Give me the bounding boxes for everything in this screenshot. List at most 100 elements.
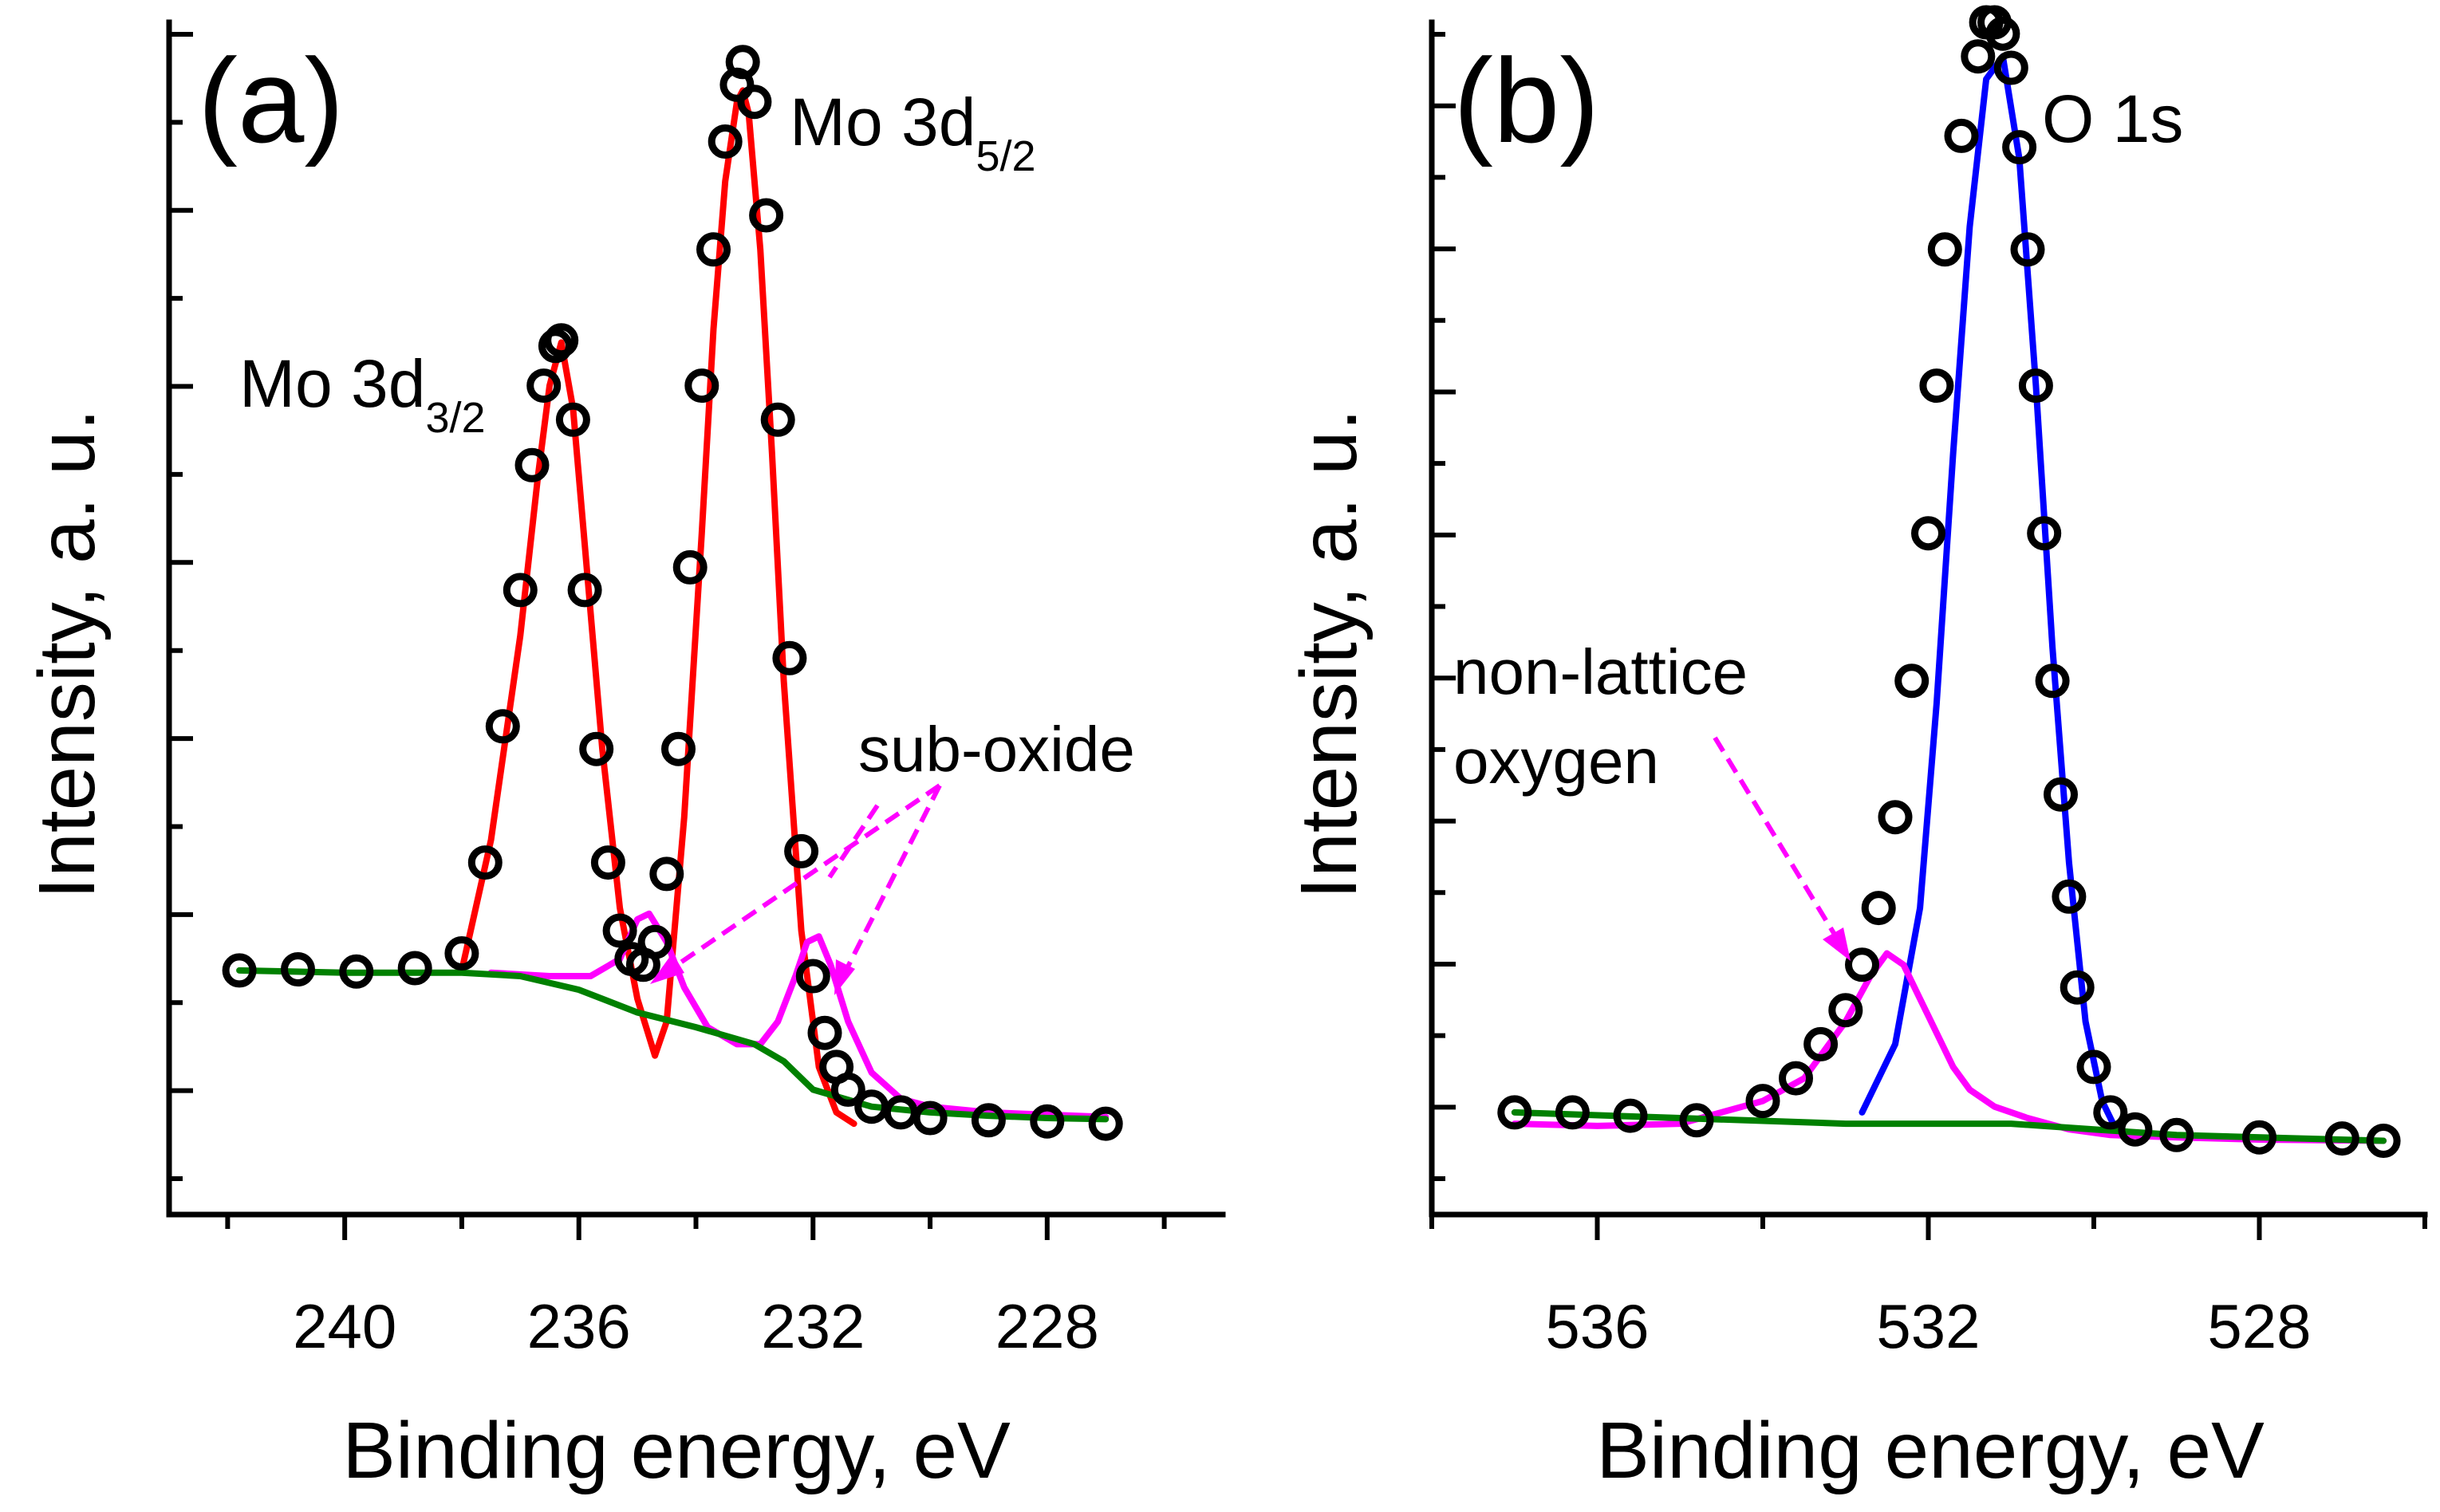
- data-point: [1861, 891, 1896, 926]
- data-point: [1779, 1061, 1813, 1096]
- panel-b-nonlattice-label-line2: oxygen: [1453, 726, 1659, 797]
- nonlattice-arrowhead: [1823, 927, 1851, 961]
- data-point: [1745, 1084, 1780, 1119]
- fit-line-mo-3d-fit: [458, 87, 857, 1128]
- data-point: [1919, 368, 1954, 404]
- data-point: [2027, 516, 2062, 551]
- data-point: [444, 936, 479, 971]
- data-point: [397, 951, 432, 986]
- data-point: [661, 731, 696, 766]
- data-point: [1803, 1026, 1839, 1061]
- data-point: [544, 323, 579, 358]
- peak-label-main: Mo 3d: [239, 346, 425, 421]
- data-point: [1497, 1095, 1532, 1130]
- fit-line-sub-oxide-component: [487, 910, 1110, 1120]
- suboxide-arrowhead-left: [650, 953, 684, 984]
- panel-a-x-tick-label: 228: [995, 1291, 1099, 1361]
- data-point: [708, 124, 743, 159]
- panel-b-nonlattice-arrow: [1713, 736, 1851, 961]
- data-point: [784, 833, 819, 868]
- data-point: [2118, 1112, 2153, 1147]
- panel-b-x-axis-title: Binding energy, eV: [1596, 1406, 2265, 1495]
- data-point: [749, 198, 784, 233]
- data-point: [1845, 947, 1879, 982]
- data-point: [2060, 970, 2095, 1005]
- data-point: [1555, 1095, 1590, 1130]
- data-point: [1828, 993, 1863, 1028]
- data-point: [514, 447, 550, 482]
- data-point: [795, 959, 830, 994]
- panel-a-suboxide-label: sub-oxide: [858, 714, 1135, 785]
- panel-a-x-tick-label: 232: [761, 1291, 865, 1361]
- data-point: [222, 953, 257, 988]
- data-point: [672, 549, 708, 585]
- data-point: [339, 954, 374, 989]
- panel-b-peak-label-o1s: O 1s: [2042, 81, 2183, 156]
- data-point: [1613, 1098, 1648, 1133]
- data-point: [2159, 1117, 2194, 1152]
- data-point: [2018, 368, 2053, 404]
- panel-a-letter: (a): [198, 33, 344, 167]
- data-point: [2044, 777, 2078, 812]
- panel-a-plot-area: [166, 19, 1226, 1240]
- panel-a-data-points: [222, 45, 1123, 1141]
- data-point: [1944, 118, 1979, 153]
- nonlattice-arrow-line: [1713, 736, 1841, 943]
- panel-a-peak-label-mo3d32: Mo 3d3/2: [239, 346, 486, 442]
- data-point: [2076, 1049, 2111, 1085]
- data-point: [830, 1072, 865, 1107]
- fit-line-non-lattice-oxygen-component: [1511, 950, 2387, 1144]
- panel-a-y-ticks: [169, 32, 193, 1181]
- data-point: [1088, 1106, 1123, 1141]
- data-point: [2366, 1124, 2401, 1158]
- panel-b-fit-curves: [1511, 53, 2387, 1144]
- data-point: [1030, 1104, 1065, 1139]
- peak-label-main: Mo 3d: [790, 85, 976, 159]
- data-point: [1878, 800, 1913, 835]
- panel-a-chart: 240 236 232 228 Binding energy, eV Inten…: [22, 19, 1226, 1495]
- data-point: [538, 329, 573, 364]
- data-point: [637, 924, 672, 959]
- data-point: [1927, 232, 1962, 267]
- panel-a-x-tick-label: 240: [293, 1291, 396, 1361]
- suboxide-arrow-extra: [827, 804, 880, 879]
- panel-a-x-tick-labels: 240 236 232 228: [293, 1291, 1099, 1361]
- data-point: [503, 573, 538, 608]
- data-point: [2035, 663, 2070, 699]
- data-point: [526, 368, 562, 404]
- panel-b-data-points: [1497, 5, 2401, 1158]
- panel-b-letter: (b): [1453, 33, 1599, 167]
- panel-a-x-tick-label: 236: [527, 1291, 631, 1361]
- data-point: [772, 640, 807, 675]
- data-point: [696, 232, 731, 267]
- data-point: [567, 573, 602, 608]
- suboxide-arrow-right: [842, 784, 942, 976]
- panel-a-x-ticks: [225, 1215, 1167, 1240]
- panel-b-y-axis-title: Intensity, a. u.: [1284, 408, 1374, 899]
- data-point: [467, 845, 503, 880]
- data-point: [1894, 663, 1930, 699]
- panel-b-chart: 536 532 528 Binding energy, eV Intensity…: [1284, 5, 2428, 1495]
- peak-label-subscript: 3/2: [425, 394, 485, 442]
- data-point: [281, 952, 315, 986]
- data-point: [590, 845, 625, 880]
- panel-b-x-ticks: [1429, 1215, 2427, 1240]
- data-point: [725, 45, 760, 80]
- data-point: [913, 1101, 948, 1136]
- peak-label-subscript: 5/2: [976, 132, 1035, 180]
- data-point: [602, 913, 637, 948]
- panel-a-y-axis-title: Intensity, a. u.: [22, 408, 112, 899]
- data-point: [1911, 516, 1945, 551]
- data-point: [1985, 16, 2020, 51]
- data-point: [555, 402, 590, 437]
- panel-b-y-ticks: [1432, 32, 1456, 1181]
- panel-b-x-tick-label: 528: [2207, 1291, 2311, 1361]
- panel-a-suboxide-arrows: [650, 783, 942, 995]
- panel-a-x-axis-title: Binding energy, eV: [342, 1406, 1011, 1495]
- data-point: [1961, 39, 1996, 74]
- suboxide-arrow-left: [668, 783, 941, 972]
- data-point: [2010, 232, 2045, 267]
- data-point: [760, 402, 795, 437]
- panel-a-peak-label-mo3d52: Mo 3d5/2: [790, 85, 1036, 180]
